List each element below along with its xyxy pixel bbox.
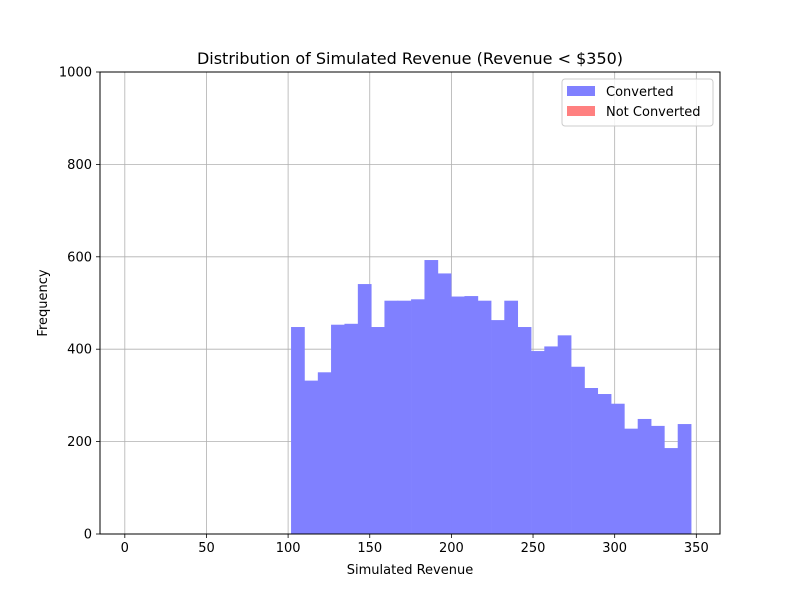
histogram-bar	[664, 448, 679, 534]
y-tick-label: 1000	[59, 66, 92, 81]
legend-label-not-converted: Not Converted	[606, 105, 701, 120]
histogram-bar	[437, 273, 452, 534]
histogram-bar	[451, 296, 465, 534]
histogram-bar	[624, 428, 639, 534]
histogram-bar	[517, 327, 532, 534]
histogram-bar	[304, 380, 319, 534]
histogram-bar	[584, 388, 599, 534]
histogram-bar	[571, 366, 585, 534]
histogram-bar	[650, 425, 665, 534]
histogram-bar	[464, 296, 479, 534]
legend-swatch-converted	[567, 86, 595, 96]
legend-swatch-not-converted	[567, 106, 595, 116]
y-tick-label: 0	[84, 528, 92, 543]
histogram-bar	[371, 327, 385, 534]
legend-label-converted: Converted	[606, 85, 674, 100]
histogram-bar	[477, 300, 492, 534]
histogram-bar	[317, 372, 332, 534]
x-tick-label: 350	[684, 541, 709, 556]
histogram-bar	[504, 300, 519, 534]
y-tick-label: 800	[67, 158, 92, 173]
histogram-bars	[291, 260, 692, 534]
x-axis-ticks: 0 50 100 150 200 250 300 350	[121, 534, 709, 556]
x-axis-label: Simulated Revenue	[347, 563, 473, 578]
x-tick-label: 150	[357, 541, 382, 556]
x-tick-label: 200	[439, 541, 464, 556]
chart-title: Distribution of Simulated Revenue (Reven…	[197, 49, 623, 68]
x-tick-label: 300	[602, 541, 627, 556]
x-tick-label: 0	[121, 541, 129, 556]
y-tick-label: 600	[67, 250, 92, 265]
y-tick-label: 400	[67, 343, 92, 358]
y-axis-label: Frequency	[36, 269, 51, 336]
x-tick-label: 50	[198, 541, 215, 556]
histogram-bar	[491, 320, 505, 534]
histogram-bar	[424, 260, 439, 534]
histogram-bar	[291, 327, 305, 534]
histogram-bar	[331, 324, 345, 534]
legend: Converted Not Converted	[561, 78, 714, 127]
histogram-bar	[411, 299, 425, 534]
histogram-bar	[344, 323, 359, 534]
y-tick-label: 200	[67, 435, 92, 450]
legend-box	[561, 78, 714, 127]
x-tick-label: 250	[521, 541, 546, 556]
histogram-bar	[357, 284, 372, 534]
histogram-bar	[531, 351, 545, 534]
histogram-bar	[677, 424, 692, 534]
histogram-bar	[384, 300, 399, 534]
y-axis-ticks: 0 200 400 600 800 1000	[59, 66, 100, 543]
plot-area-frame	[99, 71, 721, 535]
histogram-bar	[557, 335, 572, 534]
histogram-bar	[637, 418, 652, 534]
histogram-bar	[597, 394, 612, 534]
x-tick-label: 100	[276, 541, 301, 556]
histogram-bar	[610, 403, 625, 534]
histogram-bar	[397, 300, 412, 534]
histogram-bar	[544, 346, 559, 534]
